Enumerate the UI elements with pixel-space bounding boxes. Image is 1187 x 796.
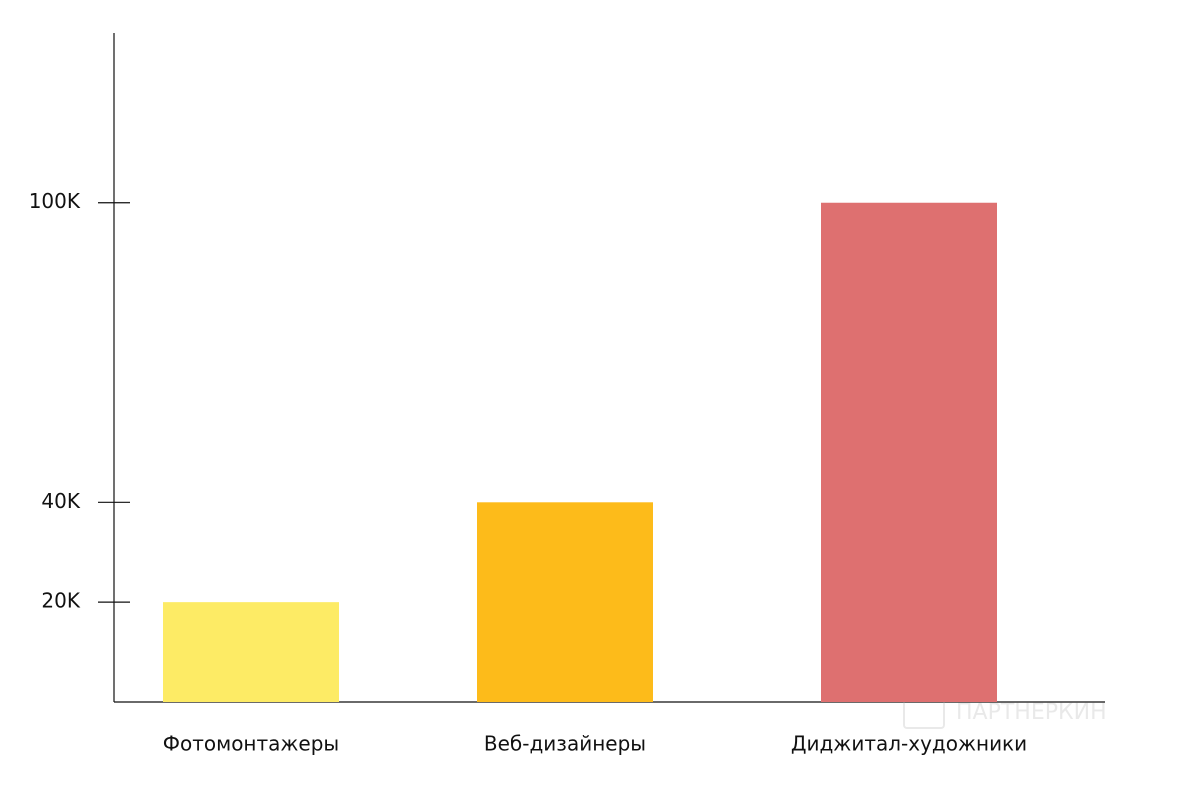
x-tick-label: Фотомонтажеры — [163, 732, 339, 756]
x-tick-label: Веб-дизайнеры — [484, 732, 646, 756]
x-tick-label: Диджитал-художники — [791, 732, 1027, 756]
bar — [163, 602, 339, 702]
watermark: ПАРТНЕРКИН — [903, 695, 1107, 729]
watermark-text: ПАРТНЕРКИН — [956, 700, 1107, 725]
y-tick-label: 20K — [41, 589, 80, 613]
bar — [477, 502, 653, 702]
y-tick-label: 100K — [29, 189, 81, 213]
y-tick-label: 40K — [41, 489, 80, 513]
bar — [821, 202, 997, 702]
